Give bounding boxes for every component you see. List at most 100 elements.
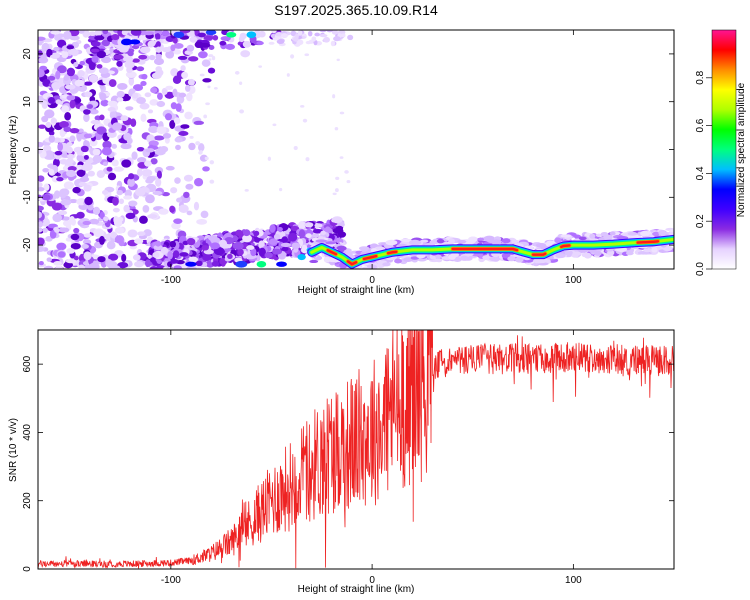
spectral-blob	[194, 41, 204, 49]
spectral-blob	[156, 100, 166, 108]
spectral-blob	[138, 54, 148, 60]
spectral-blob	[181, 71, 189, 79]
spectral-blob	[126, 66, 133, 74]
spectral-blob	[448, 254, 456, 260]
frequency-trace-peak-core	[451, 247, 519, 252]
spectral-blob	[311, 233, 320, 238]
x-tick-label: 0	[369, 575, 375, 586]
spectral-blob	[332, 227, 344, 234]
spectral-blob	[54, 150, 63, 156]
spectral-blob	[42, 167, 50, 173]
y-tick-label: 0	[22, 146, 33, 152]
spectral-blob	[172, 88, 178, 97]
spectral-blob	[183, 174, 194, 182]
spectral-blob	[184, 84, 191, 92]
spectral-blob	[139, 215, 148, 224]
spectral-blob	[148, 125, 159, 134]
spectral-blob	[158, 208, 169, 215]
spectral-blob	[57, 251, 66, 258]
spectral-blob	[79, 60, 86, 66]
spectral-blob	[276, 39, 285, 45]
spectral-blob	[43, 265, 54, 269]
spectral-blob	[53, 137, 61, 144]
spectral-blob	[173, 117, 181, 125]
spectral-blob	[127, 177, 136, 187]
spectral-blob	[69, 135, 76, 143]
spectral-blob	[535, 243, 547, 248]
spectral-blob	[100, 99, 109, 107]
spectral-blob	[116, 90, 125, 98]
spectral-blob	[483, 235, 495, 242]
spectral-blob	[150, 158, 158, 165]
spectral-blob	[107, 107, 116, 112]
frequency-trace-peak-core	[387, 250, 398, 255]
snr-frame	[37, 329, 675, 570]
spectral-blob	[38, 260, 44, 266]
spectral-blob	[51, 202, 63, 211]
spectral-blob	[281, 246, 289, 252]
spectral-blob	[174, 177, 181, 184]
spectral-blob	[63, 181, 74, 190]
spectral-blob	[125, 212, 136, 220]
spectral-blob	[170, 187, 178, 194]
spectral-blob	[102, 30, 109, 35]
spectral-blob	[296, 39, 304, 46]
spectral-blob	[246, 31, 257, 39]
spectral-blob	[560, 234, 571, 238]
spectral-blob	[162, 266, 168, 269]
spectral-blob	[157, 92, 163, 100]
spectral-blob	[244, 188, 249, 192]
snr-series-line	[38, 330, 674, 569]
spectral-blob	[211, 260, 220, 267]
spectral-blob	[268, 41, 275, 45]
spectral-blob	[99, 114, 105, 121]
x-tick-label: 100	[565, 575, 582, 586]
spectral-blob	[588, 248, 597, 253]
spectral-blob	[268, 238, 278, 245]
spectral-blob	[331, 216, 343, 224]
spectral-blob	[185, 183, 194, 190]
spectral-blob	[81, 244, 89, 249]
spectral-blob	[304, 53, 310, 57]
spectral-blob	[165, 50, 175, 59]
spectral-blob	[235, 260, 248, 268]
spectral-blob	[207, 85, 211, 89]
spectral-blob	[108, 253, 119, 261]
spectral-blob	[204, 156, 209, 161]
figure-title: S197.2025.365.10.09.R14	[274, 2, 438, 18]
spectral-blob	[64, 84, 76, 90]
spectral-blob	[83, 81, 93, 86]
spectral-blob	[334, 188, 339, 193]
spectral-blob	[78, 264, 86, 269]
spectral-blob	[92, 155, 103, 164]
spectral-blob	[195, 260, 203, 267]
spectral-blob	[155, 33, 161, 41]
spectral-blob	[38, 175, 45, 182]
spectral-blob	[127, 229, 138, 238]
spectral-blob	[97, 256, 106, 263]
spectral-blob	[339, 111, 345, 115]
spectral-blob	[105, 258, 113, 268]
spectral-blob	[169, 120, 176, 129]
frequency-trace-peak-core	[560, 244, 571, 249]
colorbar-tick-label: 0.0	[695, 262, 706, 276]
spectral-blob	[45, 121, 52, 128]
spectral-blob	[199, 73, 205, 77]
spectral-blob	[350, 271, 359, 274]
spectral-blob	[256, 260, 267, 268]
spectral-blob	[92, 206, 101, 216]
spectral-blob	[102, 140, 112, 149]
spectral-blob	[281, 236, 288, 243]
spectral-blob	[172, 250, 180, 259]
spectral-blob	[88, 31, 97, 37]
spectral-blob	[161, 46, 172, 53]
spectral-blob	[52, 213, 63, 223]
spectral-blob	[38, 56, 49, 64]
spectral-blob	[253, 230, 260, 237]
spectral-blob	[128, 88, 136, 94]
spectral-blob	[242, 229, 251, 237]
spectral-blob	[336, 245, 347, 251]
spectral-blob	[38, 181, 43, 188]
spectral-blob	[298, 229, 306, 239]
spectral-blob	[276, 261, 287, 267]
